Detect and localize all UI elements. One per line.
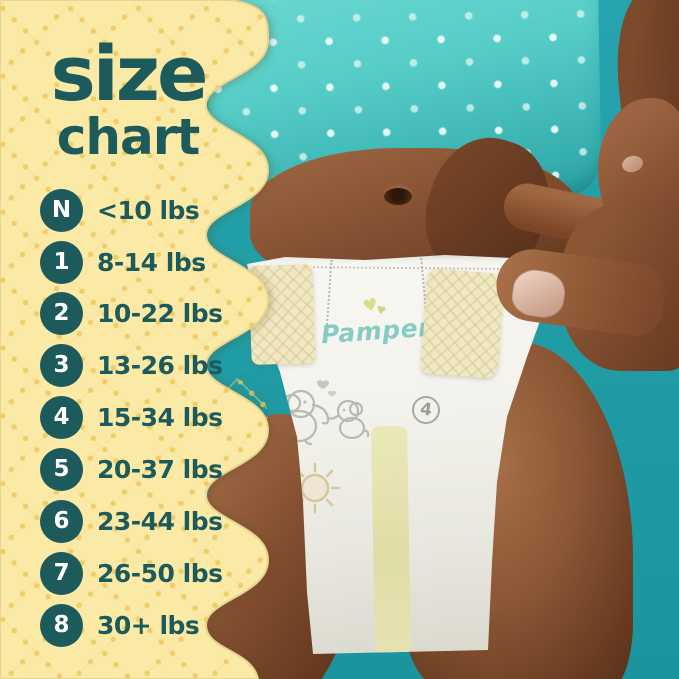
size-badge: 2	[40, 291, 83, 335]
weight-range: <10 lbs	[97, 195, 200, 225]
size-row-1: 1 8-14 lbs	[40, 240, 206, 284]
size-badge: 5	[40, 447, 83, 491]
size-badge: 4	[40, 395, 83, 439]
size-badge: 7	[40, 551, 83, 595]
panel-title-chart: chart	[56, 108, 201, 166]
diaper-size-badge: 4	[410, 394, 442, 426]
size-row-n: N <10 lbs	[40, 188, 200, 232]
weight-range: 30+ lbs	[97, 610, 200, 640]
weight-range: 8-14 lbs	[97, 247, 206, 277]
wetness-indicator-strip	[371, 425, 411, 654]
size-row-8: 8 30+ lbs	[40, 603, 200, 647]
size-row-4: 4 15-34 lbs	[40, 395, 223, 439]
size-row-7: 7 26-50 lbs	[40, 551, 223, 595]
weight-range: 10-22 lbs	[97, 298, 223, 328]
weight-range: 13-26 lbs	[97, 350, 223, 380]
size-badge: 6	[40, 499, 83, 543]
size-row-6: 6 23-44 lbs	[40, 499, 223, 543]
size-badge: 1	[40, 240, 83, 284]
size-badge: N	[40, 188, 83, 232]
panel-title-size: size	[50, 29, 208, 118]
weight-range: 20-37 lbs	[97, 454, 223, 484]
diaper-tab-right	[420, 268, 505, 379]
size-badge: 8	[40, 603, 83, 647]
size-row-3: 3 13-26 lbs	[40, 343, 223, 387]
belly-button	[384, 188, 412, 205]
size-row-5: 5 20-37 lbs	[40, 447, 223, 491]
weight-range: 15-34 lbs	[97, 402, 223, 432]
size-badge: 3	[40, 343, 83, 387]
size-row-2: 2 10-22 lbs	[40, 291, 223, 335]
weight-range: 26-50 lbs	[97, 558, 223, 588]
weight-range: 23-44 lbs	[97, 506, 223, 536]
